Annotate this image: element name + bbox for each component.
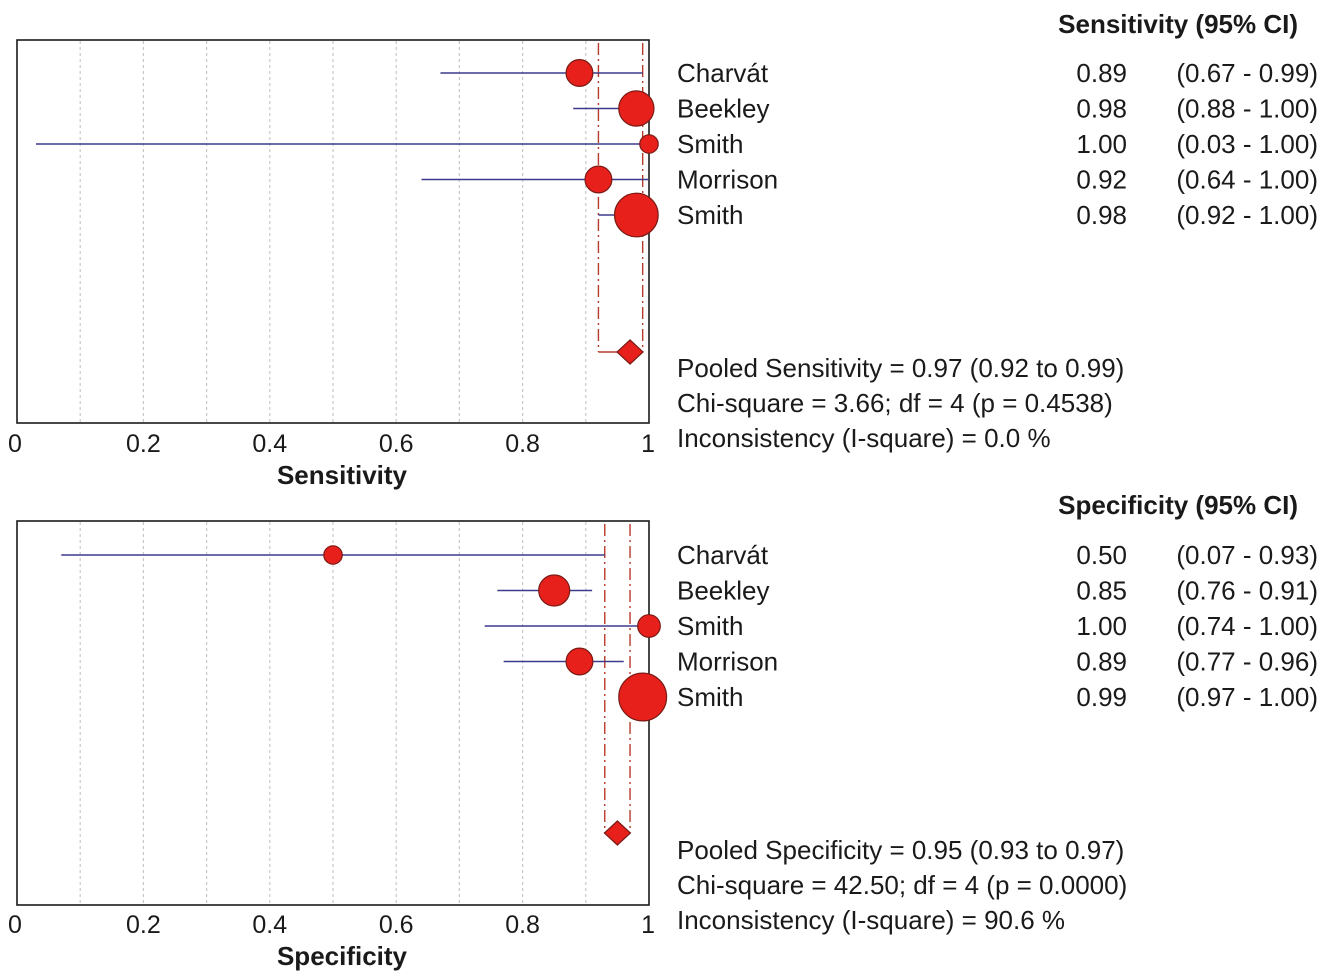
study-ci-value: (0.74 - 1.00) [1176, 611, 1318, 641]
study-estimate-marker [618, 90, 655, 127]
panel-header: Specificity (95% CI) [1058, 490, 1298, 520]
specificity-panel: Specificity (95% CI) Charvát 0.50 (0.07 - 0… [8, 490, 1318, 971]
study-estimate-value: 0.98 [1076, 200, 1127, 230]
study-ci-value: (0.77 - 0.96) [1176, 647, 1318, 677]
study-estimate-marker [538, 574, 571, 607]
x-tick-label: 0.8 [505, 911, 540, 939]
study-estimate-value: 0.85 [1076, 576, 1127, 606]
study-ci-value: (0.64 - 1.00) [1176, 165, 1318, 195]
x-axis-title: Sensitivity [277, 460, 408, 490]
study-name: Charvát [677, 540, 769, 570]
x-tick-label: 1 [641, 911, 655, 939]
x-tick-label: 1 [641, 430, 655, 458]
study-estimate-value: 0.99 [1076, 682, 1127, 712]
summary-line: Chi-square = 42.50; df = 4 (p = 0.0000) [677, 870, 1127, 900]
study-estimate-marker [618, 672, 668, 722]
x-tick-label: 0 [8, 430, 22, 458]
x-tick-label: 0.8 [505, 430, 540, 458]
study-ci-value: (0.97 - 1.00) [1176, 682, 1318, 712]
study-name: Beekley [677, 576, 770, 606]
x-tick-label: 0.2 [126, 430, 161, 458]
study-estimate-marker [637, 614, 661, 638]
sensitivity-panel: Sensitivity (95% CI) Charvát 0.89 (0.67 - 0… [8, 9, 1318, 490]
study-name: Morrison [677, 165, 778, 195]
x-tick-label: 0 [8, 911, 22, 939]
study-estimate-marker [565, 647, 594, 676]
study-estimate-value: 0.50 [1076, 540, 1127, 570]
study-ci-value: (0.88 - 1.00) [1176, 94, 1318, 124]
study-name: Charvát [677, 58, 769, 88]
x-tick-label: 0.4 [252, 430, 287, 458]
study-estimate-value: 0.89 [1076, 647, 1127, 677]
study-estimate-marker [323, 545, 343, 565]
x-tick-label: 0.2 [126, 911, 161, 939]
panel-header: Sensitivity (95% CI) [1058, 9, 1298, 39]
study-estimate-value: 0.89 [1076, 58, 1127, 88]
x-axis-title: Specificity [277, 941, 408, 971]
x-tick-label: 0.6 [379, 430, 414, 458]
study-name: Smith [677, 129, 743, 159]
study-name: Smith [677, 200, 743, 230]
pooled-estimate-diamond [603, 820, 632, 846]
study-name: Smith [677, 611, 743, 641]
x-tick-label: 0.4 [252, 911, 287, 939]
summary-line: Pooled Sensitivity = 0.97 (0.92 to 0.99) [677, 353, 1124, 383]
summary-line: Inconsistency (I-square) = 0.0 % [677, 423, 1051, 453]
study-estimate-value: 1.00 [1076, 129, 1127, 159]
summary-line: Pooled Specificity = 0.95 (0.93 to 0.97) [677, 835, 1124, 865]
study-name: Morrison [677, 647, 778, 677]
study-name: Smith [677, 682, 743, 712]
study-ci-value: (0.76 - 0.91) [1176, 576, 1318, 606]
study-estimate-value: 1.00 [1076, 611, 1127, 641]
study-estimate-value: 0.98 [1076, 94, 1127, 124]
study-ci-value: (0.07 - 0.93) [1176, 540, 1318, 570]
study-estimate-marker [584, 165, 613, 194]
study-name: Beekley [677, 94, 770, 124]
study-estimate-value: 0.92 [1076, 165, 1127, 195]
study-ci-value: (0.03 - 1.00) [1176, 129, 1318, 159]
summary-line: Inconsistency (I-square) = 90.6 % [677, 905, 1065, 935]
study-estimate-marker [565, 58, 594, 87]
study-estimate-marker [613, 192, 659, 238]
x-tick-label: 0.6 [379, 911, 414, 939]
study-ci-value: (0.92 - 1.00) [1176, 200, 1318, 230]
summary-line: Chi-square = 3.66; df = 4 (p = 0.4538) [677, 388, 1113, 418]
pooled-estimate-diamond [616, 339, 644, 365]
study-estimate-marker [639, 134, 659, 154]
study-ci-value: (0.67 - 0.99) [1176, 58, 1318, 88]
